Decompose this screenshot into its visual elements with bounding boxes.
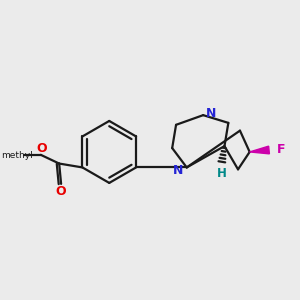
- Text: N: N: [173, 164, 183, 177]
- Polygon shape: [250, 146, 269, 154]
- Text: O: O: [36, 142, 47, 154]
- Text: methyl: methyl: [1, 151, 32, 160]
- Text: O: O: [56, 185, 66, 198]
- Text: N: N: [206, 107, 216, 120]
- Text: H: H: [217, 167, 226, 180]
- Text: F: F: [278, 143, 286, 157]
